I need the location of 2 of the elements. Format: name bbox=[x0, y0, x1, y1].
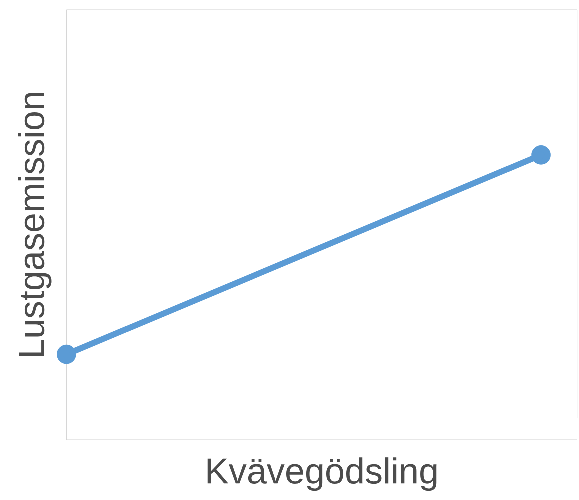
x-axis-title: Kvävegödsling bbox=[208, 458, 437, 492]
y-axis-title: Lustgasemission bbox=[18, 93, 52, 356]
